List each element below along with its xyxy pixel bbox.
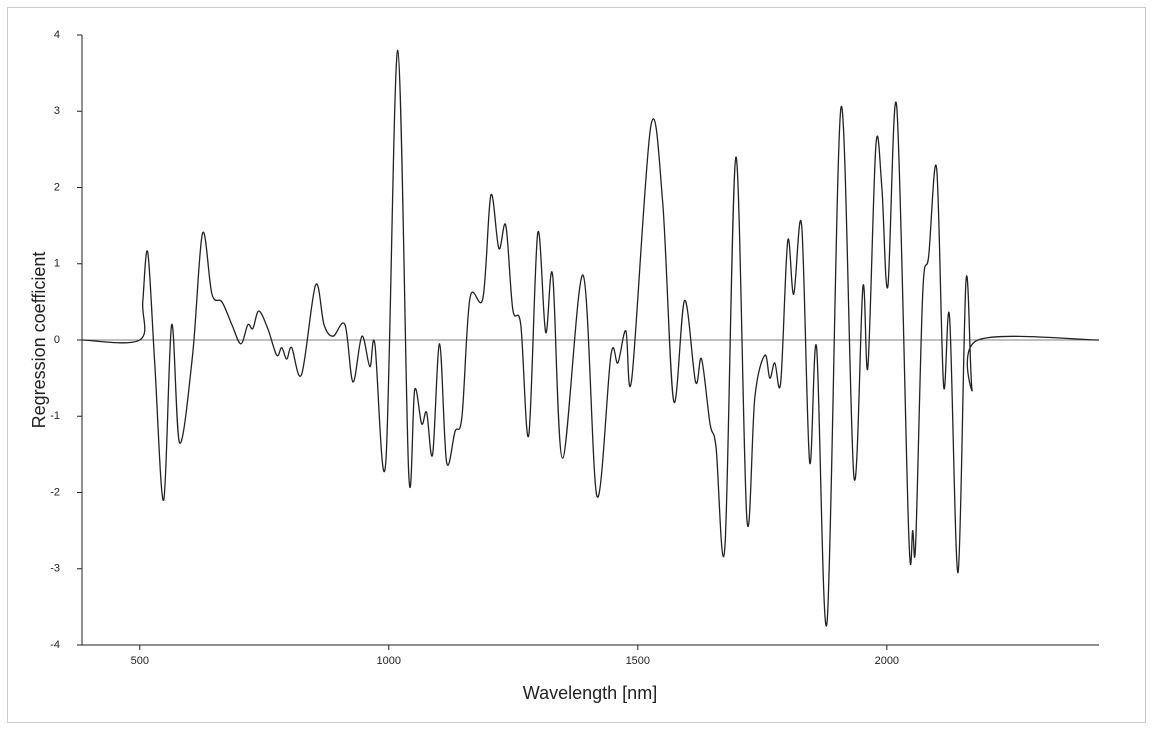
y-axis-title: Regression coefficient xyxy=(29,252,49,429)
y-tick-label: 1 xyxy=(54,258,60,270)
y-tick-label: 0 xyxy=(54,334,60,346)
frame xyxy=(7,7,1146,723)
x-tick-label: 2000 xyxy=(875,655,899,667)
y-tick-label: 3 xyxy=(54,105,60,117)
data-line xyxy=(81,49,1100,627)
x-tick-label: 500 xyxy=(131,655,149,667)
y-tick-label: -1 xyxy=(50,410,60,422)
y-tick-label: -3 xyxy=(50,563,60,575)
x-tick-label: 1500 xyxy=(626,655,650,667)
y-tick-label: 2 xyxy=(54,181,60,193)
x-tick-label: 1000 xyxy=(377,655,401,667)
y-tick-label: -4 xyxy=(50,639,60,651)
y-tick-label: -2 xyxy=(50,486,60,498)
x-axis-title: Wavelength [nm] xyxy=(523,683,657,703)
y-tick-label: 4 xyxy=(54,29,60,41)
